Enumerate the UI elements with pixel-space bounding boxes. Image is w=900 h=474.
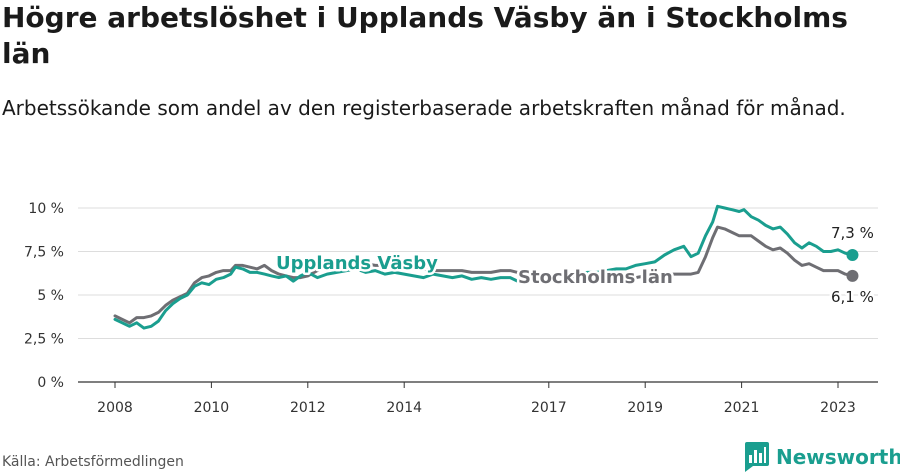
y-tick-label: 0 % [37, 375, 64, 391]
chart-subtitle: Arbetssökande som andel av den registerb… [2, 96, 846, 120]
y-tick-label: 7,5 % [24, 245, 64, 261]
source-note: Källa: Arbetsförmedlingen [2, 454, 184, 470]
y-gridlines [78, 207, 878, 339]
x-tick-label: 2017 [531, 400, 567, 416]
y-axis-labels: 0 % 2,5 % 5 % 7,5 % 10 % [24, 201, 64, 391]
x-tick-label: 2012 [290, 400, 326, 416]
brand-name: Newsworthy [776, 445, 900, 469]
end-point-stockholms-lan [846, 269, 859, 282]
x-tick-label: 2021 [724, 400, 760, 416]
x-tick-label: 2023 [820, 400, 856, 416]
y-tick-label: 5 % [37, 288, 64, 304]
end-value-label-stockholms-lan: 6,1 % [831, 288, 874, 306]
series-lines [113, 204, 859, 330]
y-tick-label: 10 % [28, 201, 64, 217]
x-tick-label: 2014 [386, 400, 422, 416]
brand-logo: Newsworthy [745, 441, 900, 473]
x-tick-label: 2019 [627, 400, 663, 416]
y-tick-label: 2,5 % [24, 332, 64, 348]
series-line-upplands-vasby [113, 204, 854, 330]
series-labels: Upplands Väsby Stockholms län 7,3 % 6,1 % [274, 221, 877, 308]
x-tick-label: 2010 [194, 400, 230, 416]
end-value-label-upplands-vasby: 7,3 % [831, 224, 874, 242]
series-label-stockholms-lan: Stockholms län [518, 267, 673, 288]
chart-title: Högre arbetslöshet i Upplands Väsby än i… [2, 1, 848, 70]
end-point-upplands-vasby [846, 248, 859, 261]
series-line-stockholms-lan [113, 225, 854, 325]
series-label-upplands-vasby: Upplands Väsby [276, 253, 438, 274]
newsworthy-logo-icon [745, 442, 769, 472]
x-axis-ticks: 2008 2010 2012 2014 2017 2019 2021 2023 [97, 382, 856, 416]
x-tick-label: 2008 [97, 400, 133, 416]
